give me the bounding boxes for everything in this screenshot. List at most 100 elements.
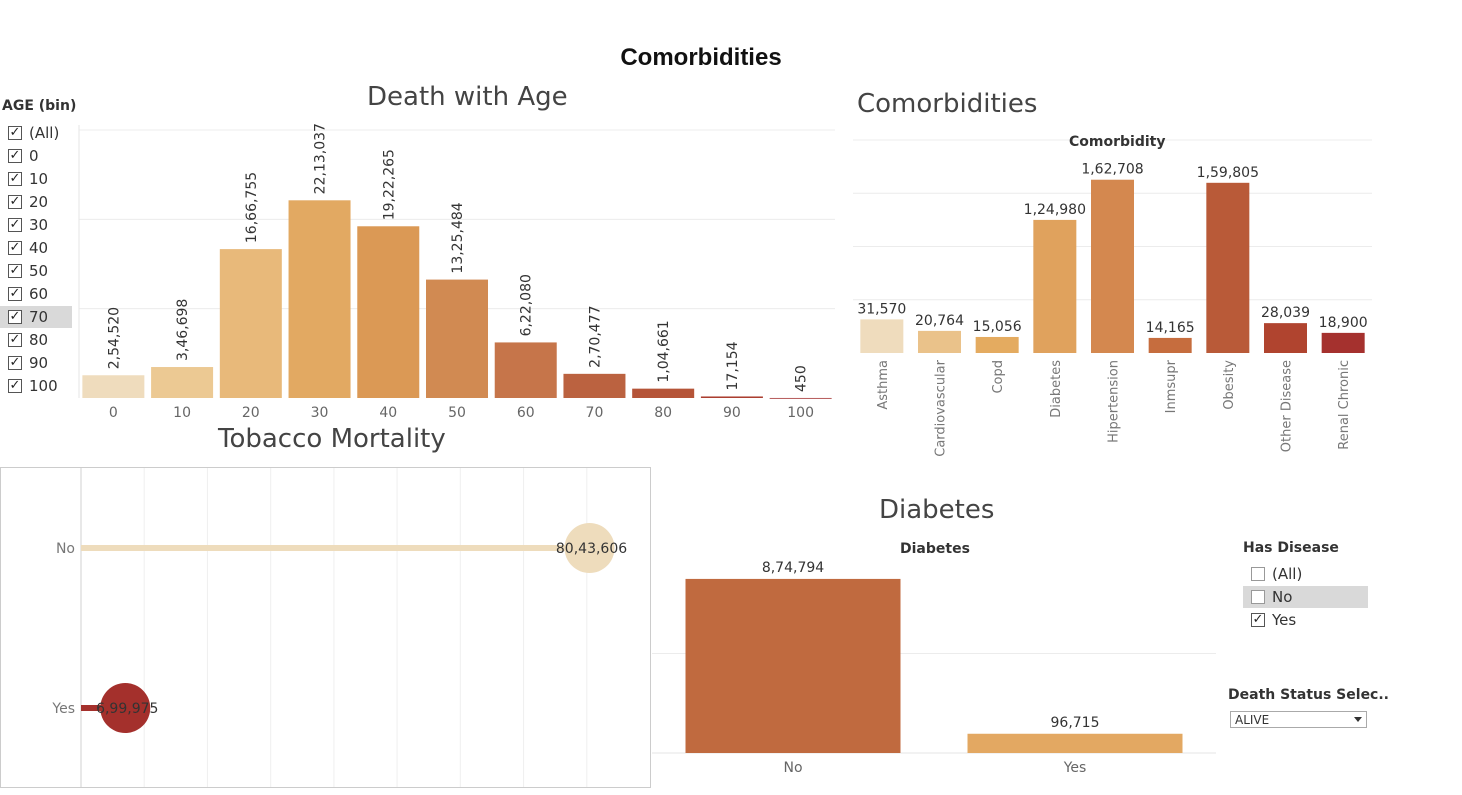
age-filter-option[interactable]: ✓ 50 bbox=[0, 260, 72, 282]
checkbox-checked-icon[interactable]: ✓ bbox=[8, 194, 22, 209]
checkbox-checked-icon[interactable]: ✓ bbox=[8, 240, 22, 255]
diabetes-title: Diabetes bbox=[879, 495, 995, 525]
checkbox-checked-icon[interactable]: ✓ bbox=[8, 355, 22, 370]
tobacco-mortality-title: Tobacco Mortality bbox=[218, 424, 446, 454]
x-tick-label: Other Disease bbox=[1280, 360, 1295, 452]
bar-data-label: 2,54,520 bbox=[106, 307, 122, 369]
x-tick-label: 60 bbox=[517, 405, 535, 421]
bar bbox=[967, 733, 1183, 753]
age-filter-option-label: 40 bbox=[29, 239, 49, 257]
age-filter-option[interactable]: ✓ (All) bbox=[0, 122, 72, 144]
checkbox-checked-icon[interactable]: ✓ bbox=[1251, 612, 1265, 627]
bar-data-label: 13,25,484 bbox=[450, 202, 466, 273]
checkbox-checked-icon[interactable]: ✓ bbox=[8, 171, 22, 186]
bar bbox=[1264, 323, 1307, 353]
death-status-dropdown[interactable]: ALIVE bbox=[1230, 711, 1367, 728]
checkbox-checked-icon[interactable]: ✓ bbox=[8, 263, 22, 278]
x-tick-label: Renal Chronic bbox=[1337, 360, 1352, 450]
has-disease-option-label: No bbox=[1272, 588, 1293, 606]
bar bbox=[918, 330, 961, 353]
age-filter-option-label: 100 bbox=[29, 377, 58, 395]
x-tick-label: 80 bbox=[654, 405, 672, 421]
age-filter-option-label: 50 bbox=[29, 262, 49, 280]
checkbox-checked-icon[interactable]: ✓ bbox=[8, 309, 22, 324]
lollipop-dot bbox=[564, 523, 615, 573]
x-tick-label: Copd bbox=[991, 360, 1006, 394]
bar-data-label: 8,74,794 bbox=[762, 560, 824, 576]
age-filter-option-label: 80 bbox=[29, 331, 49, 349]
x-tick-label: 100 bbox=[787, 405, 814, 421]
bar bbox=[685, 578, 901, 753]
age-filter-option[interactable]: ✓ 10 bbox=[0, 168, 72, 190]
y-tick-label: No bbox=[56, 541, 75, 557]
age-filter-option-label: 0 bbox=[29, 147, 39, 165]
age-filter-option[interactable]: ✓ 40 bbox=[0, 237, 72, 259]
checkbox-checked-icon[interactable]: ✓ bbox=[8, 217, 22, 232]
bar bbox=[975, 336, 1019, 353]
x-tick-label: Cardiovascular bbox=[934, 359, 949, 456]
checkbox-checked-icon[interactable]: ✓ bbox=[8, 332, 22, 347]
age-filter-option-label: 20 bbox=[29, 193, 49, 211]
bar-data-label: 2,70,477 bbox=[587, 305, 603, 367]
x-tick-label: 50 bbox=[448, 405, 466, 421]
tobacco-panel-border bbox=[0, 467, 651, 788]
age-filter-option[interactable]: ✓ 0 bbox=[0, 145, 72, 167]
bar bbox=[769, 397, 832, 399]
bar-data-label: 18,900 bbox=[1319, 315, 1368, 331]
age-filter-option[interactable]: ✓ 30 bbox=[0, 214, 72, 236]
chevron-down-icon bbox=[1354, 717, 1362, 722]
has-disease-option[interactable]: No bbox=[1243, 586, 1368, 608]
bar bbox=[632, 388, 695, 398]
death-status-title: Death Status Selec.. bbox=[1228, 687, 1389, 703]
age-filter-option[interactable]: ✓ 20 bbox=[0, 191, 72, 213]
has-disease-option-label: Yes bbox=[1272, 611, 1297, 629]
age-filter-option[interactable]: ✓ 60 bbox=[0, 283, 72, 305]
x-tick-label: Yes bbox=[1063, 760, 1087, 776]
age-filter-option[interactable]: ✓ 80 bbox=[0, 329, 72, 351]
age-filter-option-label: 60 bbox=[29, 285, 49, 303]
bar-data-label: 1,62,708 bbox=[1081, 162, 1143, 178]
x-tick-label: 40 bbox=[379, 405, 397, 421]
bar bbox=[1321, 332, 1365, 353]
x-tick-label: 30 bbox=[311, 405, 329, 421]
bar bbox=[1033, 219, 1077, 353]
bar bbox=[151, 367, 214, 398]
x-tick-label: 20 bbox=[242, 405, 260, 421]
has-disease-option[interactable]: (All) bbox=[1243, 563, 1368, 585]
bar-data-label: 14,165 bbox=[1146, 320, 1195, 336]
x-tick-label: No bbox=[783, 760, 802, 776]
checkbox-checked-icon[interactable]: ✓ bbox=[8, 378, 22, 393]
has-disease-filter-title: Has Disease bbox=[1243, 540, 1339, 556]
checkbox-checked-icon[interactable]: ✓ bbox=[8, 125, 22, 140]
bar-data-label: 1,59,805 bbox=[1197, 165, 1259, 181]
age-filter-option-label: 70 bbox=[29, 308, 49, 326]
age-filter-option[interactable]: ✓ 70 bbox=[0, 306, 72, 328]
age-filter-option-label: (All) bbox=[29, 124, 60, 142]
checkbox-empty-icon[interactable] bbox=[1251, 590, 1265, 604]
bar bbox=[426, 279, 488, 398]
bar bbox=[288, 200, 351, 398]
checkbox-checked-icon[interactable]: ✓ bbox=[8, 286, 22, 301]
bar bbox=[82, 375, 145, 398]
comorbidity-header: Comorbidity bbox=[1069, 134, 1166, 150]
bar-data-label: 96,715 bbox=[1051, 715, 1100, 731]
bar-data-label: 20,764 bbox=[915, 313, 964, 329]
has-disease-option[interactable]: ✓ Yes bbox=[1243, 609, 1368, 631]
y-tick-label: Yes bbox=[51, 701, 75, 717]
x-tick-label: Asthma bbox=[876, 360, 891, 410]
x-tick-label: 0 bbox=[109, 405, 118, 421]
bar-data-label: 1,04,661 bbox=[656, 320, 672, 382]
age-filter-option[interactable]: ✓ 100 bbox=[0, 375, 72, 397]
bar bbox=[357, 226, 420, 398]
bar-data-label: 450 bbox=[794, 365, 810, 392]
checkbox-empty-icon[interactable] bbox=[1251, 567, 1265, 581]
bar-data-label: 19,22,265 bbox=[381, 149, 397, 220]
point-data-label: 6,99,975 bbox=[96, 701, 158, 717]
age-filter-option[interactable]: ✓ 90 bbox=[0, 352, 72, 374]
bar-data-label: 15,056 bbox=[973, 319, 1022, 335]
point-data-label: 80,43,606 bbox=[556, 541, 627, 557]
bar bbox=[860, 319, 904, 353]
checkbox-checked-icon[interactable]: ✓ bbox=[8, 148, 22, 163]
x-tick-label: Hipertension bbox=[1107, 360, 1122, 443]
